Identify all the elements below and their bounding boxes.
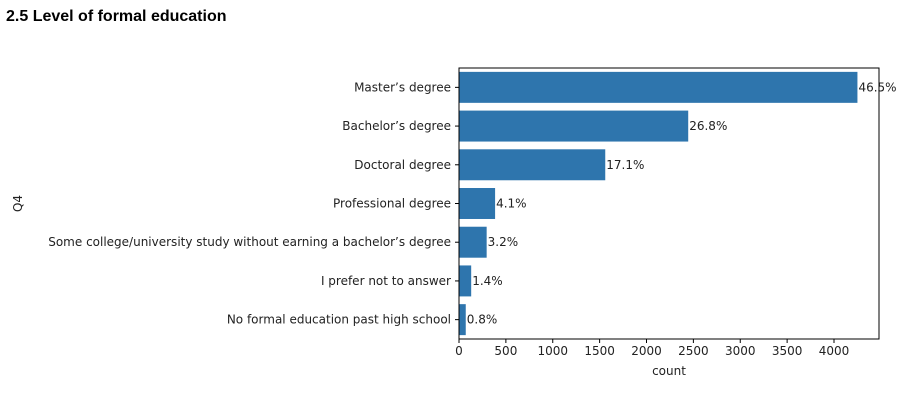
category-label-professional-degree: Professional degree bbox=[333, 197, 451, 211]
bar-no-formal-education-past-high-school bbox=[459, 304, 466, 336]
bar-i-prefer-not-to-answer bbox=[459, 265, 472, 297]
x-axis-label: count bbox=[652, 364, 686, 378]
x-tick-label: 2500 bbox=[678, 344, 709, 358]
bar-bachelor-s-degree bbox=[459, 110, 689, 142]
x-ticks: 0 500 1000 1500 2000 2500 3000 3500 4000 bbox=[455, 339, 849, 358]
data-label-doctoral-degree: 17.1% bbox=[606, 158, 644, 172]
x-tick-label: 4000 bbox=[819, 344, 850, 358]
y-axis-label: Q4 bbox=[11, 195, 25, 212]
data-label-bachelor-s-degree: 26.8% bbox=[689, 119, 727, 133]
bar-professional-degree bbox=[459, 188, 496, 219]
x-tick-label: 3000 bbox=[725, 344, 756, 358]
x-tick-label: 1500 bbox=[584, 344, 615, 358]
x-tick-label: 0 bbox=[455, 344, 463, 358]
x-tick-label: 1000 bbox=[537, 344, 568, 358]
data-label-some-college-university-study-without-earning-a-bachelor-s-degree: 3.2% bbox=[488, 235, 519, 249]
category-label-some-college-university-study-without-earning-a-bachelor-s-degree: Some college/university study without ea… bbox=[48, 235, 451, 249]
plot-frame bbox=[458, 67, 880, 340]
section-heading: 2.5 Level of formal education bbox=[6, 8, 227, 25]
category-label-bachelor-s-degree: Bachelor’s degree bbox=[342, 119, 451, 133]
category-label-no-formal-education-past-high-school: No formal education past high school bbox=[227, 313, 451, 327]
category-label-i-prefer-not-to-answer: I prefer not to answer bbox=[321, 274, 451, 288]
bars-group bbox=[459, 71, 858, 336]
category-label-doctoral-degree: Doctoral degree bbox=[354, 158, 451, 172]
x-tick-label: 2000 bbox=[631, 344, 662, 358]
x-tick-label: 3500 bbox=[772, 344, 803, 358]
bar-doctoral-degree bbox=[459, 149, 606, 181]
data-labels: 46.5% 26.8% 17.1% 4.1% 3.2% 1.4% 0.8% bbox=[467, 80, 897, 326]
data-label-master-s-degree: 46.5% bbox=[858, 80, 896, 94]
data-label-no-formal-education-past-high-school: 0.8% bbox=[467, 313, 498, 327]
bar-some-college-university-study-without-earning-a-bachelor-s-degree bbox=[459, 226, 487, 258]
data-label-i-prefer-not-to-answer: 1.4% bbox=[472, 274, 503, 288]
data-label-professional-degree: 4.1% bbox=[496, 197, 527, 211]
category-label-master-s-degree: Master’s degree bbox=[354, 80, 451, 94]
x-tick-label: 500 bbox=[494, 344, 517, 358]
bar-master-s-degree bbox=[459, 71, 858, 103]
category-labels: Master’s degree Bachelor’s degree Doctoral… bbox=[48, 80, 459, 327]
